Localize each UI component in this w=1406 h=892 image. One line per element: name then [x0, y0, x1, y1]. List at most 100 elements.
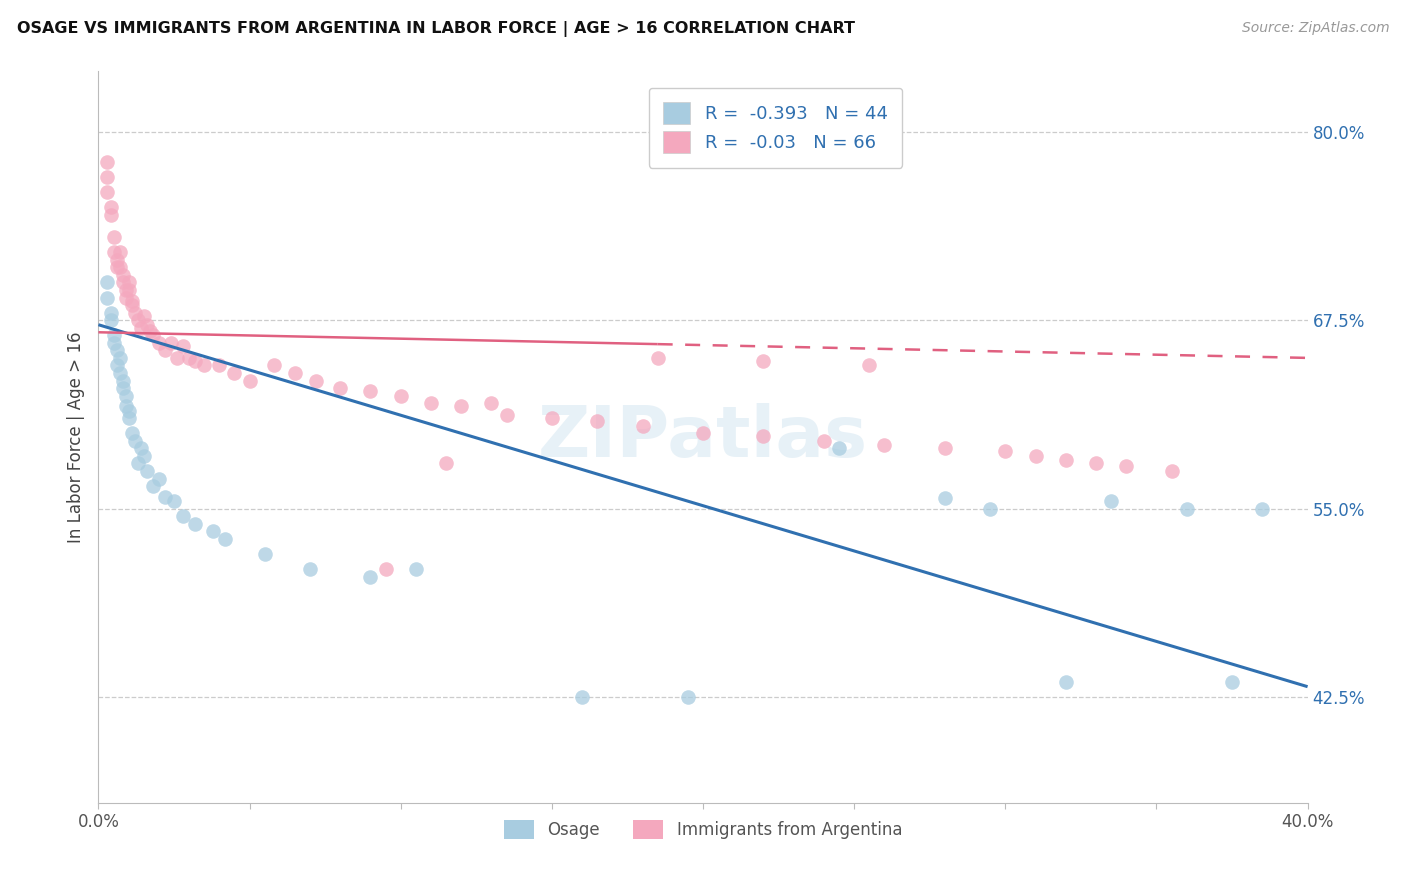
Point: [495, 408, 517, 422]
Point: [208, 359, 231, 373]
Point: [127, 457, 149, 471]
Point: [129, 320, 152, 334]
Point: [108, 260, 131, 275]
Point: [224, 366, 246, 380]
Point: [114, 291, 136, 305]
Point: [160, 335, 183, 350]
Point: [121, 293, 143, 308]
Point: [1054, 453, 1077, 467]
Point: [1054, 675, 1077, 690]
Point: [96, 185, 118, 199]
Point: [263, 359, 285, 373]
Point: [148, 335, 170, 350]
Point: [111, 276, 134, 290]
Point: [166, 351, 188, 365]
Point: [153, 490, 176, 504]
Point: [135, 464, 157, 478]
Point: [828, 442, 851, 456]
Point: [139, 324, 162, 338]
Point: [813, 434, 835, 448]
Point: [124, 306, 146, 320]
Point: [284, 366, 307, 380]
Point: [858, 359, 880, 373]
Point: [434, 457, 457, 471]
Legend: Osage, Immigrants from Argentina: Osage, Immigrants from Argentina: [498, 814, 908, 846]
Point: [676, 690, 699, 705]
Point: [142, 479, 165, 493]
Point: [105, 343, 128, 358]
Point: [96, 169, 118, 184]
Point: [1251, 501, 1274, 516]
Point: [405, 562, 427, 576]
Point: [121, 426, 143, 441]
Point: [111, 374, 134, 388]
Point: [108, 351, 131, 365]
Point: [1220, 675, 1243, 690]
Point: [253, 547, 276, 561]
Point: [163, 494, 186, 508]
Point: [450, 399, 472, 413]
Point: [420, 396, 443, 410]
Point: [103, 328, 125, 343]
Point: [934, 442, 956, 456]
Point: [172, 339, 194, 353]
Point: [752, 429, 775, 443]
Point: [100, 306, 122, 320]
Point: [96, 291, 118, 305]
Point: [105, 252, 128, 267]
Point: [118, 403, 141, 417]
Y-axis label: In Labor Force | Age > 16: In Labor Force | Age > 16: [66, 331, 84, 543]
Point: [305, 374, 328, 388]
Point: [647, 351, 669, 365]
Point: [873, 438, 896, 452]
Point: [586, 414, 609, 428]
Point: [153, 343, 176, 358]
Point: [540, 411, 562, 425]
Point: [132, 309, 155, 323]
Point: [103, 245, 125, 260]
Point: [571, 690, 593, 705]
Point: [193, 359, 215, 373]
Text: ZIPatlas: ZIPatlas: [538, 402, 868, 472]
Point: [118, 276, 141, 290]
Point: [214, 532, 236, 546]
Point: [374, 562, 396, 576]
Point: [239, 374, 262, 388]
Point: [692, 426, 714, 441]
Point: [96, 154, 118, 169]
Point: [148, 471, 170, 485]
Point: [121, 298, 143, 312]
Point: [184, 516, 207, 531]
Point: [360, 569, 382, 583]
Point: [127, 313, 149, 327]
Point: [103, 335, 125, 350]
Point: [172, 509, 194, 524]
Text: Source: ZipAtlas.com: Source: ZipAtlas.com: [1241, 21, 1389, 36]
Point: [111, 381, 134, 395]
Point: [118, 411, 141, 425]
Point: [1099, 494, 1122, 508]
Point: [299, 562, 322, 576]
Point: [1175, 501, 1198, 516]
Point: [979, 501, 1001, 516]
Point: [994, 444, 1017, 458]
Point: [135, 318, 157, 332]
Point: [142, 328, 165, 343]
Point: [934, 491, 956, 505]
Point: [132, 449, 155, 463]
Point: [114, 399, 136, 413]
Point: [1024, 449, 1046, 463]
Point: [129, 442, 152, 456]
Point: [202, 524, 225, 539]
Point: [179, 351, 201, 365]
Point: [105, 359, 128, 373]
Point: [481, 396, 503, 410]
Point: [184, 354, 207, 368]
Point: [100, 208, 122, 222]
Point: [100, 200, 122, 214]
Point: [114, 283, 136, 297]
Point: [1160, 464, 1182, 478]
Point: [103, 230, 125, 244]
Point: [389, 389, 412, 403]
Point: [1115, 459, 1137, 474]
